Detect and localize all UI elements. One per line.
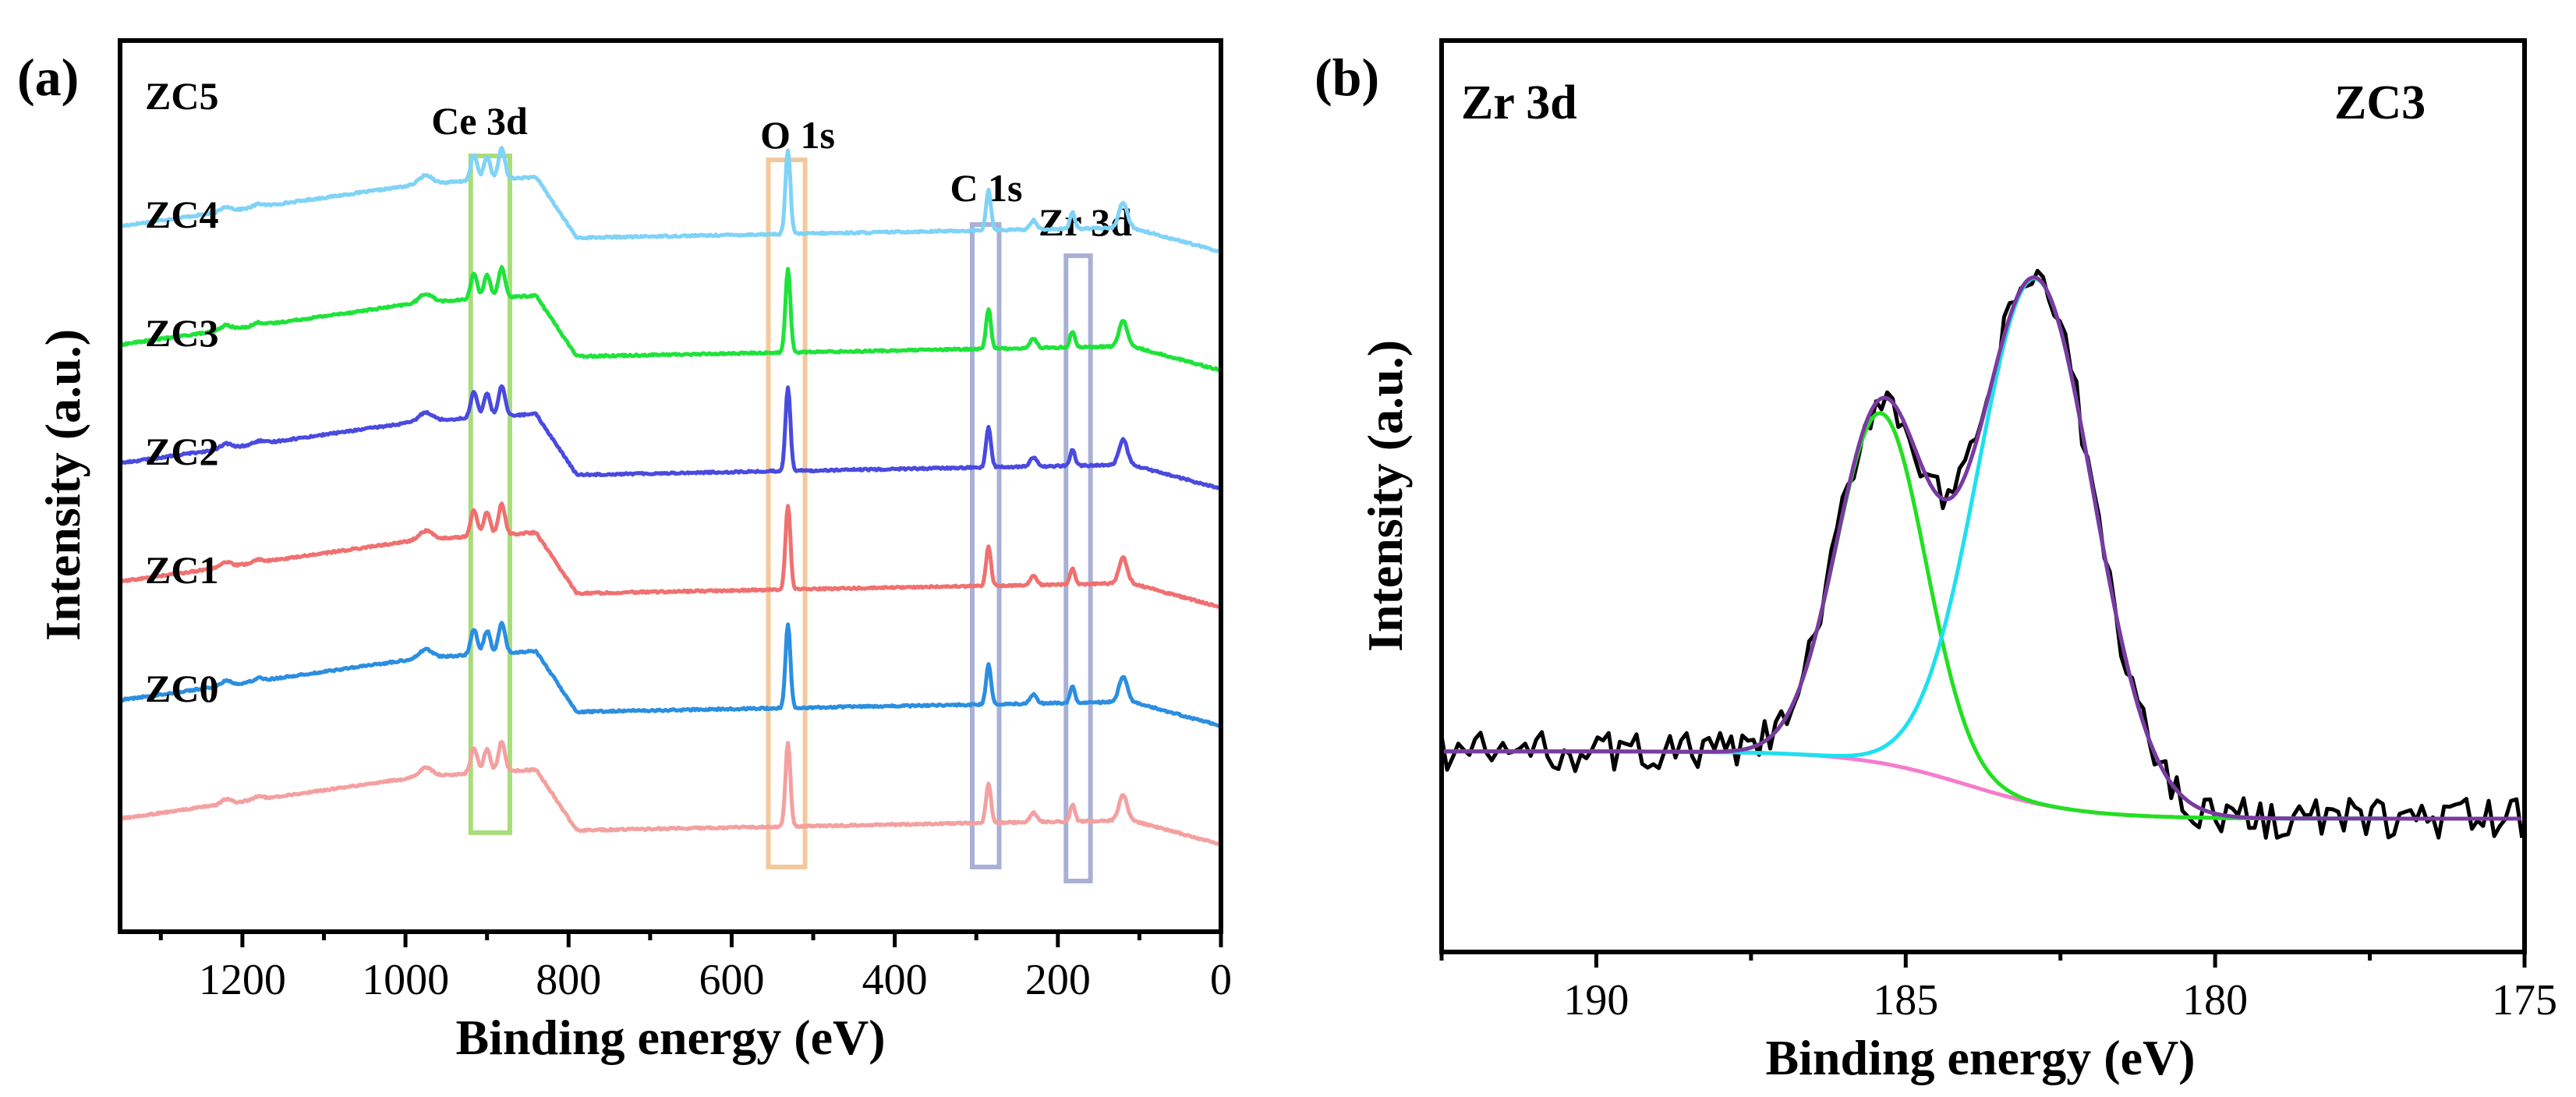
x-tick-label: 1000: [362, 956, 449, 1004]
series-label-zc1: ZC1: [145, 548, 218, 592]
x-tick-label: 600: [699, 956, 764, 1004]
region-box: [468, 154, 512, 835]
fit-envelope: [1442, 275, 2521, 821]
panel-b-label: (b): [1315, 48, 1379, 107]
x-tick-label: 190: [1563, 976, 1629, 1024]
series-label-zc4: ZC4: [145, 193, 218, 236]
spectrum-zc1: [119, 621, 1223, 729]
region-label: O 1s: [760, 113, 835, 157]
x-tick-label: 400: [862, 956, 928, 1004]
panel-b-x-ticks: 190 185 180 175: [1439, 952, 2557, 1024]
region-label: Ce 3d: [431, 99, 528, 143]
x-tick-label: 200: [1025, 956, 1091, 1004]
spectrum-zc5: [119, 146, 1223, 254]
fit-curves: [1439, 268, 2525, 840]
panel-a-x-ticks: 1200 1000 800 600 400 200 0: [158, 932, 1232, 1004]
panel-b-x-axis-title: Binding energy (eV): [1765, 1030, 2195, 1085]
x-tick-label: 180: [2182, 976, 2248, 1024]
x-tick-label: 1200: [199, 956, 286, 1004]
x-tick-label: 185: [1873, 976, 1938, 1024]
x-tick-label: 0: [1210, 956, 1232, 1004]
series-label-zc3: ZC3: [145, 311, 218, 355]
panel-a-frame: [118, 38, 1223, 934]
panel-a-label: (a): [17, 48, 79, 107]
region-box: [969, 222, 1002, 869]
series-label-zc5: ZC5: [145, 74, 218, 118]
panel-b-core-level-label: Zr 3d: [1461, 76, 1577, 129]
panel-b-sample-label: ZC3: [2334, 76, 2426, 129]
series-label-zc0: ZC0: [145, 667, 218, 710]
spectrum-zc4: [119, 265, 1222, 373]
panel-b-y-axis-title: Intensity (a.u.): [1357, 340, 1413, 652]
x-tick-label: 175: [2492, 976, 2557, 1024]
panel-b-frame: [1439, 38, 2527, 954]
series-label-zc2: ZC2: [145, 430, 218, 473]
spectrum-zc2: [119, 501, 1223, 609]
panel-a-x-axis-title: Binding energy (eV): [455, 1010, 885, 1065]
zr3d-3-2-component: [1442, 411, 2521, 821]
x-tick-label: 800: [536, 956, 601, 1004]
panel-a-y-axis-title: Intensity (a.u.): [35, 329, 90, 641]
region-box: [1063, 253, 1093, 883]
spectra-series: [119, 146, 1223, 846]
spectrum-zc0: [119, 740, 1222, 846]
spectrum-zc3: [119, 384, 1222, 490]
spectra-series-labels: ZC5 ZC4 ZC3 ZC2 ZC1 ZC0: [145, 74, 218, 710]
zr3d-fit-panel: (b) Zr 3d ZC3 190 185 180 175 Binding energ…: [1315, 38, 2557, 1085]
